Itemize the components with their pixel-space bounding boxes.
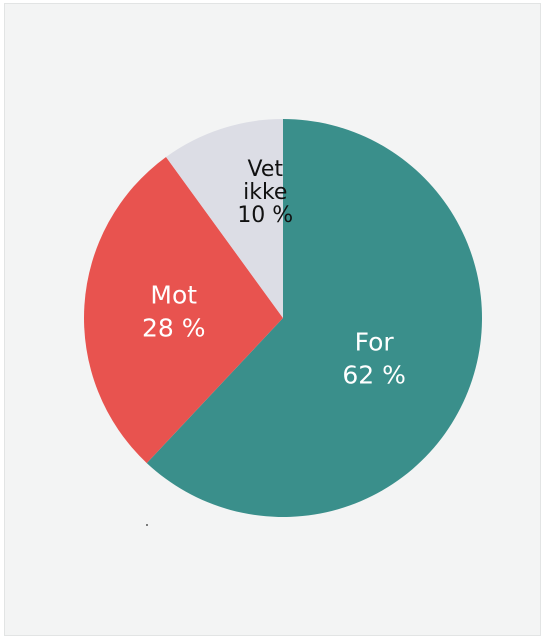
pie-slice-mot [83,157,283,464]
pie-slices [83,119,482,517]
pie-slice-vet-ikke [166,119,283,318]
slice-name-text: Mot [150,281,197,310]
slice-value-text: 62 % [342,360,406,389]
slice-name-text: ikke [243,180,287,205]
slice-label-mot: Mot 28 % [142,281,206,343]
slice-name-text: Vet [248,157,284,182]
pie-slice-for [146,119,482,517]
slice-label-vet-ikke: Vet ikke 10 % [237,157,293,228]
slice-value-text: 10 % [237,203,293,228]
slice-value-text: 28 % [142,314,206,343]
slice-name-text: For [355,327,395,356]
dust-speck [146,524,148,526]
pie-labels: For 62 % Mot 28 % Vet ikke 10 % [142,157,406,389]
slice-label-for: For 62 % [342,327,406,389]
